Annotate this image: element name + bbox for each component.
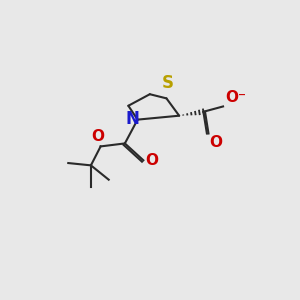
Text: O: O	[91, 129, 104, 144]
Text: O: O	[209, 135, 222, 150]
Text: N: N	[126, 110, 140, 128]
Text: O: O	[145, 153, 158, 168]
Text: S: S	[162, 74, 174, 92]
Text: O⁻: O⁻	[225, 90, 246, 105]
